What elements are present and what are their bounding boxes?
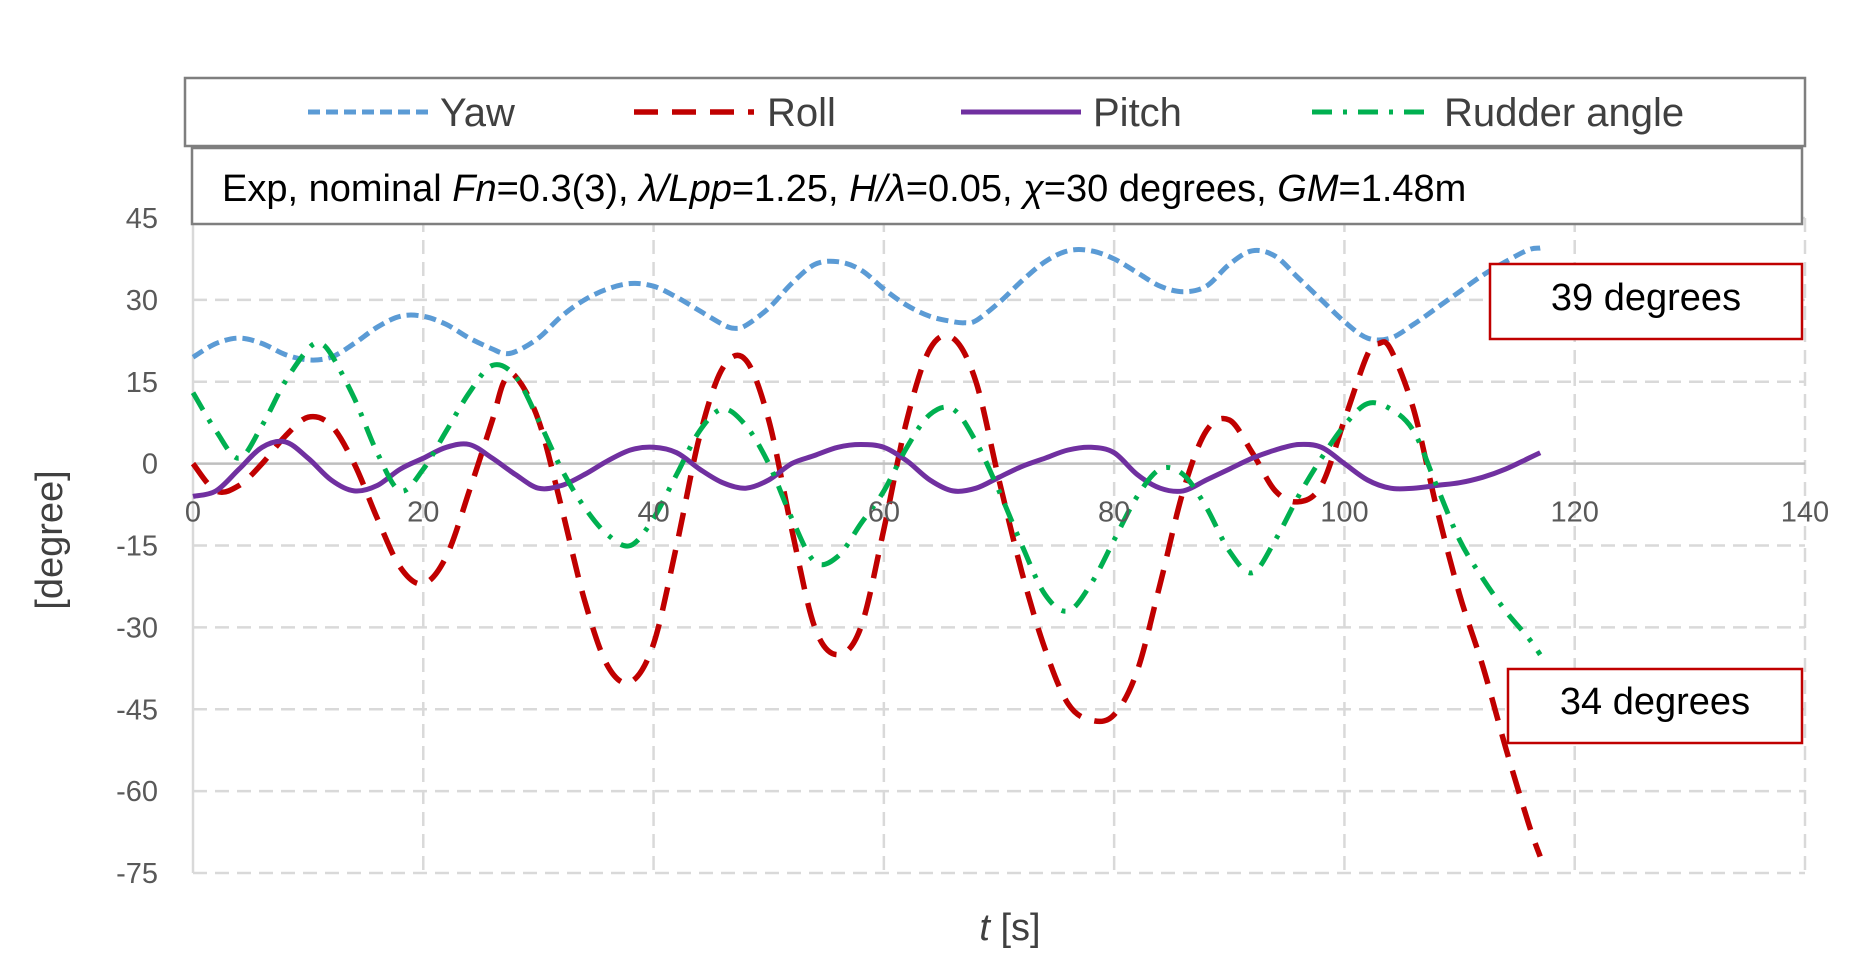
condition-box: Exp, nominal Fn=0.3(3), λ/Lpp=1.25, H/λ=…	[190, 146, 1804, 226]
y-tick-label: -60	[116, 776, 158, 808]
y-tick-label: 30	[126, 285, 158, 317]
series-line-pitch	[192, 438, 1542, 499]
x-tick-label: 20	[407, 497, 439, 529]
annotation-39-degrees: 39 degrees	[1488, 262, 1804, 341]
x-tick-label: 60	[868, 497, 900, 529]
annotation-text: 39 degrees	[1551, 277, 1741, 319]
legend-label: Yaw	[440, 91, 515, 135]
y-tick-label: -30	[116, 612, 158, 644]
legend-label: Roll	[767, 91, 836, 135]
x-axis-title: t [s]	[979, 907, 1040, 949]
annotation-box	[1506, 667, 1804, 745]
y-tick-label: 45	[126, 203, 158, 235]
condition-frame	[190, 146, 1804, 226]
x-tick-labels: 0 20 40 60 80 100 120 140	[185, 497, 1829, 529]
y-tick-label: -15	[116, 531, 158, 563]
grid-lines	[193, 216, 1807, 875]
y-tick-labels: 45 30 15 0 -15 -30 -45 -60 -75	[116, 203, 158, 890]
annotation-box	[1488, 262, 1804, 341]
series-layer	[190, 245, 1543, 858]
series-line-rudder-angle	[190, 340, 1543, 657]
y-axis-title: [degree]	[29, 470, 71, 609]
x-tick-label: 0	[185, 497, 201, 529]
legend-label: Rudder angle	[1444, 91, 1684, 135]
series-line-yaw	[191, 245, 1541, 363]
condition-label: Exp, nominal Fn=0.3(3), λ/Lpp=1.25, H/λ=…	[222, 168, 1466, 210]
annotation-34-degrees: 34 degrees	[1506, 667, 1804, 745]
y-tick-label: 15	[126, 367, 158, 399]
x-tick-label: 100	[1320, 497, 1368, 529]
x-tick-label: 80	[1098, 497, 1130, 529]
legend-label: Pitch	[1093, 91, 1182, 135]
series-line-roll	[190, 332, 1543, 858]
x-tick-label: 140	[1781, 497, 1829, 529]
y-tick-label: 0	[142, 449, 158, 481]
y-tick-label: -45	[116, 694, 158, 726]
axes	[191, 218, 1805, 873]
x-tick-label: 40	[637, 497, 669, 529]
y-tick-label: -75	[116, 858, 158, 890]
x-tick-label: 120	[1551, 497, 1599, 529]
annotation-text: 34 degrees	[1560, 681, 1750, 723]
legend: Yaw Roll Pitch Rudder angle	[183, 76, 1807, 148]
